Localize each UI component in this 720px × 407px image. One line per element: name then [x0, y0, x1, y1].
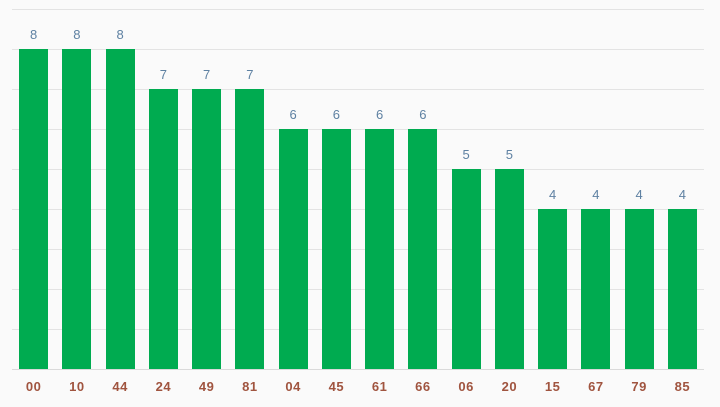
- bar-value-label: 8: [73, 27, 81, 42]
- bar[interactable]: [538, 209, 568, 369]
- bar-value-label: 8: [30, 27, 38, 42]
- bar[interactable]: [278, 129, 308, 369]
- x-axis-label: 10: [69, 379, 85, 394]
- gridline: [12, 129, 704, 130]
- bar-value-label: 6: [289, 107, 297, 122]
- bar[interactable]: [321, 129, 351, 369]
- bar[interactable]: [148, 89, 178, 369]
- gridline: [12, 9, 704, 10]
- x-axis-label: 44: [112, 379, 128, 394]
- bar-value-label: 7: [203, 67, 211, 82]
- x-axis-label: 06: [458, 379, 474, 394]
- gridline: [12, 329, 704, 330]
- gridline: [12, 49, 704, 50]
- gridline: [12, 289, 704, 290]
- x-axis-label: 04: [285, 379, 301, 394]
- x-axis-label: 67: [588, 379, 604, 394]
- bar-value-label: 6: [376, 107, 384, 122]
- bar[interactable]: [494, 169, 524, 369]
- bar-value-label: 5: [505, 147, 513, 162]
- x-axis-label: 79: [631, 379, 647, 394]
- bar[interactable]: [624, 209, 654, 369]
- x-axis-label: 45: [328, 379, 345, 394]
- bar[interactable]: [365, 129, 395, 369]
- bar[interactable]: [235, 89, 265, 369]
- bar-value-label: 4: [635, 187, 643, 202]
- bar[interactable]: [192, 89, 222, 369]
- x-axis-label: 49: [198, 379, 215, 394]
- bar-value-label: 8: [116, 27, 124, 42]
- x-axis-label: 24: [155, 379, 172, 394]
- bar-value-label: 6: [332, 107, 340, 122]
- gridline: [12, 89, 704, 90]
- gridline: [12, 249, 704, 250]
- bar-value-label: 7: [246, 67, 254, 82]
- bar-value-label: 5: [462, 147, 470, 162]
- bar[interactable]: [105, 49, 135, 369]
- bar[interactable]: [408, 129, 438, 369]
- bar[interactable]: [62, 49, 92, 369]
- bar-value-label: 4: [678, 187, 686, 202]
- x-axis-label: 66: [415, 379, 431, 394]
- x-axis-label: 85: [674, 379, 691, 394]
- bar[interactable]: [451, 169, 481, 369]
- gridline: [12, 169, 704, 170]
- baseline: [12, 369, 704, 370]
- x-axis-label: 81: [242, 379, 258, 394]
- x-axis-label: 00: [25, 379, 42, 394]
- bar[interactable]: [667, 209, 697, 369]
- bar-value-label: 4: [549, 187, 557, 202]
- bar-value-label: 4: [592, 187, 600, 202]
- gridline: [12, 209, 704, 210]
- bar-value-label: 6: [419, 107, 427, 122]
- bar[interactable]: [581, 209, 611, 369]
- x-axis-label: 20: [501, 379, 518, 394]
- x-axis-label: 15: [544, 379, 561, 394]
- x-axis-label: 61: [371, 379, 388, 394]
- bar[interactable]: [19, 49, 49, 369]
- bar-value-label: 7: [159, 67, 167, 82]
